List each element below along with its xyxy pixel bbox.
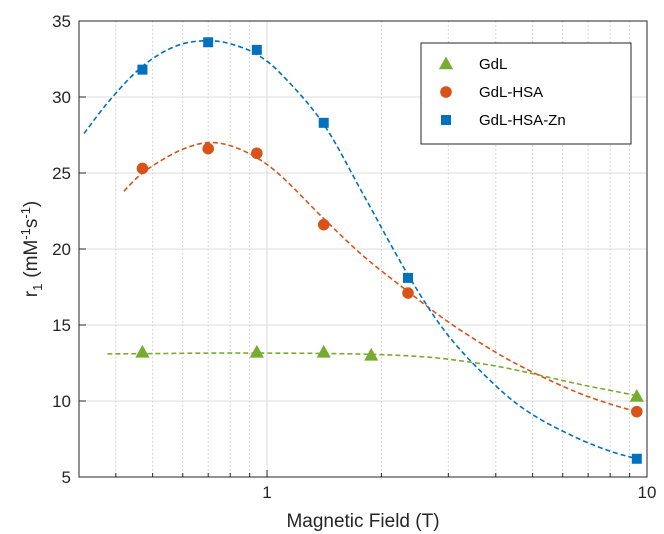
y-axis-label-main: r — [21, 290, 42, 297]
y-tick-label: 5 — [62, 468, 71, 487]
y-tick-label: 30 — [52, 88, 71, 107]
y-axis-label-unit-open: (mM — [21, 240, 42, 278]
y-axis-label-mid: s — [21, 219, 42, 229]
y-axis-label-subscript: 1 — [30, 284, 45, 291]
x-tick-label: 10 — [638, 483, 657, 502]
data-point-gdl-hsa — [202, 142, 214, 155]
legend-marker-gdl-hsa-zn — [441, 115, 451, 125]
legend-label-gdl: GdL — [479, 56, 507, 73]
legend-box — [420, 42, 632, 145]
data-point-gdl-hsa — [251, 147, 263, 160]
legend-items: GdL GdL-HSA GdL-HSA-Zn — [438, 56, 566, 129]
data-point-gdl-hsa-zn — [251, 44, 262, 55]
y-axis-label-unit-close: ) — [21, 201, 42, 207]
data-point-gdl-hsa-zn — [137, 64, 148, 75]
fit-curve-gdl-hsa — [123, 141, 638, 413]
y-tick-label: 15 — [52, 316, 71, 335]
data-point-gdl-hsa — [136, 162, 149, 175]
data-point-gdl-hsa-zn — [631, 453, 642, 464]
x-tick-label: 1 — [262, 483, 271, 502]
data-point-gdl-hsa-zn — [403, 272, 414, 283]
data-point-gdl — [316, 344, 331, 358]
axis-ticks: 1 10 5 10 15 20 25 30 35 — [52, 12, 656, 502]
data-points — [135, 37, 644, 464]
legend-label-gdl-hsa-zn: GdL-HSA-Zn — [479, 112, 566, 129]
y-axis-label-sup-2: -1 — [18, 207, 33, 219]
fit-curve-gdl-hsa-zn — [83, 39, 638, 460]
x-axis-label: Magnetic Field (T) — [286, 511, 439, 532]
legend-marker-gdl-hsa — [440, 86, 452, 98]
data-point-gdl — [249, 344, 264, 358]
legend-marker-gdl — [438, 56, 454, 70]
data-point-gdl — [629, 388, 644, 402]
data-point-gdl-hsa-zn — [318, 117, 329, 128]
y-tick-label: 20 — [52, 240, 71, 259]
y-tick-label: 10 — [52, 392, 71, 411]
data-point-gdl — [364, 347, 379, 361]
data-point-gdl-hsa — [402, 287, 414, 299]
data-point-gdl — [135, 344, 150, 358]
fit-curve-gdl — [107, 352, 637, 397]
y-axis-label-sup-1: -1 — [18, 228, 33, 240]
legend-label-gdl-hsa: GdL-HSA — [479, 84, 543, 101]
data-point-gdl-hsa — [630, 405, 643, 418]
y-tick-label: 35 — [52, 12, 71, 31]
data-point-gdl-hsa-zn — [203, 37, 214, 48]
y-tick-label: 25 — [52, 164, 71, 183]
fit-curves — [83, 39, 638, 460]
legend: GdL GdL-HSA GdL-HSA-Zn — [420, 42, 632, 145]
data-point-gdl-hsa — [317, 218, 330, 231]
y-axis-label: r1(mM-1s-1) — [18, 201, 45, 298]
